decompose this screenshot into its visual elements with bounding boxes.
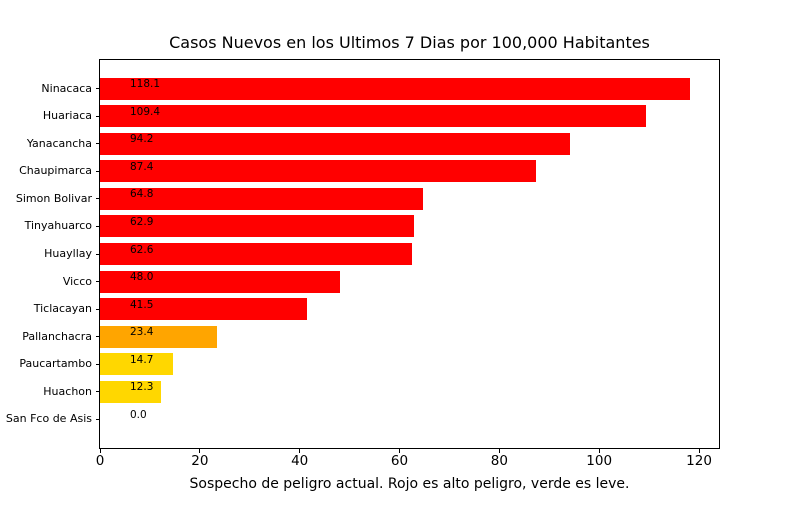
x-tick-mark (598, 449, 600, 453)
x-tick-label: 20 (191, 453, 209, 469)
y-tick-mark (96, 253, 100, 255)
y-tick-mark (96, 88, 100, 90)
bar (100, 160, 537, 183)
bar-value-label: 62.6 (130, 243, 154, 256)
x-tick-mark (299, 449, 301, 453)
bar (100, 243, 413, 265)
bar-value-label: 109.4 (130, 105, 161, 118)
x-tick-mark (698, 449, 700, 453)
x-tick-label: 80 (490, 453, 508, 469)
y-tick-mark (96, 363, 100, 365)
bar-value-label: 118.1 (130, 78, 161, 91)
bar-value-label: 48.0 (130, 271, 154, 284)
y-tick-label: Pallanchacra (22, 329, 92, 343)
y-tick-label: Vicco (62, 274, 92, 288)
bar (100, 105, 647, 128)
plot-area: 118.1 109.4 94.2 87.4 64.8 62.9 62.6 48.0 41.5 23… (99, 59, 720, 449)
y-tick-mark (96, 336, 100, 338)
y-tick-mark (96, 308, 100, 310)
x-tick-mark (399, 449, 401, 453)
bar (100, 132, 571, 155)
bar-value-label: 62.9 (130, 215, 154, 228)
chart-title: Casos Nuevos en los Ultimos 7 Dias por 1… (169, 33, 650, 52)
bar (100, 77, 690, 100)
y-tick-mark (96, 281, 100, 283)
bar (100, 270, 340, 293)
bar-value-label: 41.5 (130, 298, 154, 311)
y-tick-label: Chaupimarca (19, 164, 92, 178)
bar-value-label: 64.8 (130, 188, 154, 201)
bar (100, 380, 162, 403)
bar-value-label: 12.3 (130, 381, 154, 394)
y-tick-label: Huayllay (44, 247, 92, 260)
y-tick-label: Huariaca (42, 109, 92, 123)
y-tick-mark (96, 115, 100, 117)
y-tick-label: Huachon (43, 384, 92, 398)
y-tick-mark (96, 418, 100, 420)
bar (100, 298, 308, 321)
y-tick-label: Yanacancha (26, 136, 92, 150)
y-tick-mark (96, 170, 100, 172)
x-tick-label: 40 (291, 453, 309, 469)
bar-value-label: 94.2 (130, 133, 154, 146)
x-axis-label: Sospecho de peligro actual. Rojo es alto… (189, 476, 630, 492)
y-tick-mark (96, 391, 100, 393)
bar-value-label: 87.4 (130, 160, 154, 173)
bar (100, 187, 424, 210)
x-tick-label: 120 (686, 453, 712, 469)
x-tick-mark (199, 449, 201, 453)
y-tick-mark (96, 198, 100, 200)
y-tick-label: Simon Bolivar (15, 191, 92, 205)
y-tick-label: Tinyahuarco (24, 219, 92, 233)
x-tick-mark (498, 449, 500, 453)
y-tick-mark (96, 225, 100, 227)
y-tick-mark (96, 143, 100, 145)
bar-value-label: 14.7 (130, 353, 154, 366)
y-tick-label: San Fco de Asis (5, 412, 92, 426)
y-tick-label: Paucartambo (19, 357, 92, 371)
bar (100, 215, 414, 238)
bar-value-label: 0.0 (130, 408, 147, 421)
bar (100, 353, 174, 376)
y-tick-label: Ticlacayan (33, 302, 92, 316)
bar-value-label: 23.4 (130, 326, 154, 339)
y-tick-label: Ninacaca (41, 81, 92, 95)
x-tick-label: 100 (586, 453, 613, 469)
x-tick-mark (99, 449, 101, 453)
bar (100, 325, 217, 348)
x-tick-label: 60 (390, 453, 409, 469)
x-tick-label: 0 (95, 453, 105, 469)
